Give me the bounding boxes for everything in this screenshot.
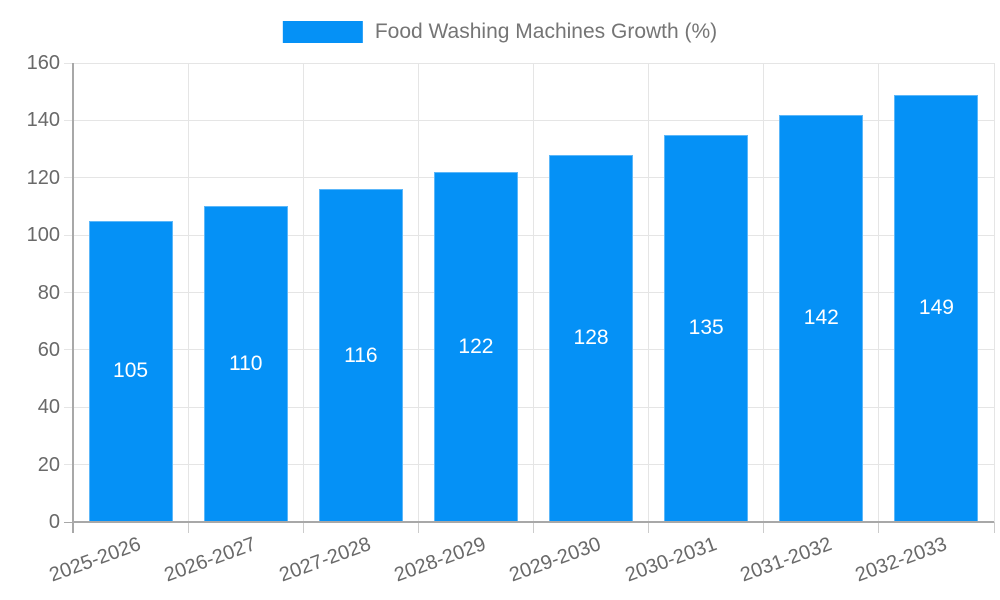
y-tick <box>64 177 73 179</box>
y-axis-label: 80 <box>37 281 60 304</box>
legend-item[interactable]: Food Washing Machines Growth (%) <box>282 20 718 44</box>
x-tick <box>878 522 880 533</box>
y-axis-label: 20 <box>37 453 60 476</box>
x-axis-label: 2029-2030 <box>506 533 605 587</box>
y-tick <box>64 406 73 408</box>
bar[interactable] <box>318 189 403 521</box>
y-axis-line <box>72 63 74 533</box>
x-axis-label: 2026-2027 <box>161 533 259 587</box>
bar[interactable] <box>779 114 864 521</box>
bar-value-label: 142 <box>803 306 839 330</box>
bar[interactable] <box>88 220 173 521</box>
x-tick <box>993 522 995 533</box>
x-tick <box>533 522 534 533</box>
x-axis-label: 2025-2026 <box>46 533 144 587</box>
x-axis-label: 2032-2033 <box>852 533 950 587</box>
bar-value-label: 122 <box>458 335 494 358</box>
x-tick <box>302 522 304 533</box>
y-axis-label: 120 <box>26 166 60 189</box>
x-gridline <box>763 63 765 522</box>
bar-value-label: 128 <box>573 326 609 350</box>
y-axis-label: 100 <box>26 224 60 247</box>
y-axis-label: 60 <box>37 338 60 361</box>
bar-value-label: 135 <box>688 316 724 340</box>
x-tick <box>648 522 650 533</box>
x-tick <box>187 522 189 533</box>
bar[interactable] <box>894 94 979 521</box>
bar-value-label: 110 <box>228 352 263 376</box>
x-gridline <box>187 63 189 522</box>
y-tick <box>64 62 73 64</box>
y-axis-label: 0 <box>48 511 60 533</box>
x-gridline <box>302 63 304 522</box>
bar[interactable] <box>664 134 749 521</box>
bar-value-label: 149 <box>918 296 954 320</box>
y-axis-label: 40 <box>37 396 60 419</box>
legend-label: Food Washing Machines Growth (%) <box>374 20 718 43</box>
x-tick <box>417 522 419 533</box>
bar[interactable] <box>549 154 634 521</box>
bar[interactable] <box>203 206 288 521</box>
x-axis-label: 2027-2028 <box>276 533 374 587</box>
y-axis-label: 140 <box>26 109 60 132</box>
legend-swatch <box>282 21 363 43</box>
x-gridline <box>417 63 419 522</box>
y-axis-label: 160 <box>26 52 60 74</box>
y-tick <box>64 349 73 351</box>
bar-value-label: 116 <box>344 343 378 367</box>
x-gridline <box>878 63 880 522</box>
y-tick <box>64 521 73 523</box>
bar-value-label: 105 <box>113 359 149 383</box>
x-axis-label: 2028-2029 <box>391 533 490 587</box>
x-gridline <box>648 63 650 522</box>
x-axis-label: 2030-2031 <box>621 533 720 587</box>
y-tick <box>64 464 73 466</box>
y-tick <box>64 234 73 236</box>
x-tick <box>763 522 765 533</box>
bar[interactable] <box>433 172 518 521</box>
x-axis-label: 2031-2032 <box>737 533 835 587</box>
y-tick <box>64 119 73 121</box>
x-axis-line <box>73 521 994 523</box>
y-tick <box>64 292 73 293</box>
x-gridline <box>993 63 995 522</box>
x-gridline <box>533 63 534 522</box>
